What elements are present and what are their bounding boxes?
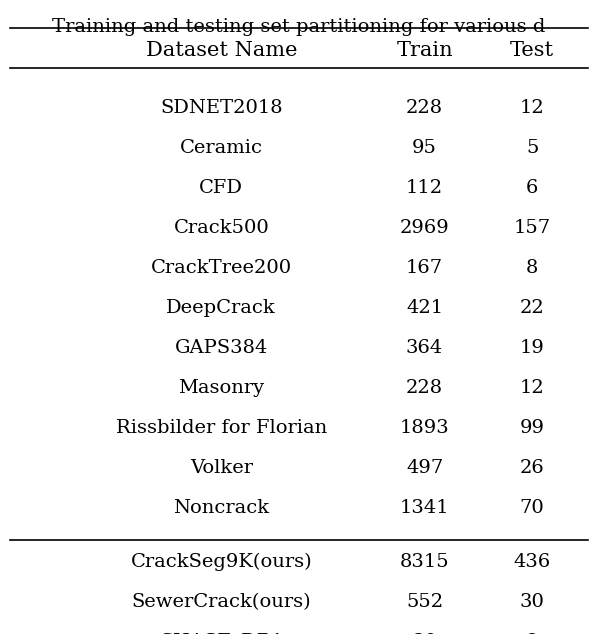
Text: 20: 20	[412, 633, 437, 634]
Text: 552: 552	[406, 593, 443, 611]
Text: SewerCrack(ours): SewerCrack(ours)	[132, 593, 311, 611]
Text: 95: 95	[412, 139, 437, 157]
Text: Masonry: Masonry	[178, 379, 264, 397]
Text: 2969: 2969	[399, 219, 450, 237]
Text: Crack500: Crack500	[173, 219, 269, 237]
Text: Training and testing set partitioning for various d: Training and testing set partitioning fo…	[52, 18, 546, 36]
Text: Train: Train	[396, 41, 453, 60]
Text: 12: 12	[520, 379, 545, 397]
Text: 8315: 8315	[400, 553, 449, 571]
Text: 99: 99	[520, 419, 545, 437]
Text: 497: 497	[406, 459, 443, 477]
Text: CrackSeg9K(ours): CrackSeg9K(ours)	[130, 553, 312, 571]
Text: 157: 157	[514, 219, 551, 237]
Text: Test: Test	[510, 41, 554, 60]
Text: CrackTree200: CrackTree200	[151, 259, 292, 277]
Text: Rissbilder for Florian: Rissbilder for Florian	[115, 419, 327, 437]
Text: 436: 436	[514, 553, 551, 571]
Text: Dataset Name: Dataset Name	[145, 41, 297, 60]
Text: 167: 167	[406, 259, 443, 277]
Text: 6: 6	[526, 179, 538, 197]
Text: 8: 8	[526, 259, 538, 277]
Text: 228: 228	[406, 379, 443, 397]
Text: 1341: 1341	[400, 499, 449, 517]
Text: 30: 30	[520, 593, 545, 611]
Text: 26: 26	[520, 459, 545, 477]
Text: Volker: Volker	[190, 459, 253, 477]
Text: 5: 5	[526, 139, 538, 157]
Text: CHASE_DB1: CHASE_DB1	[158, 633, 284, 634]
Text: CFD: CFD	[199, 179, 243, 197]
Text: 19: 19	[520, 339, 545, 357]
Text: DeepCrack: DeepCrack	[166, 299, 276, 317]
Text: 112: 112	[406, 179, 443, 197]
Text: 364: 364	[406, 339, 443, 357]
Text: SDNET2018: SDNET2018	[160, 99, 283, 117]
Text: 1893: 1893	[399, 419, 450, 437]
Text: 421: 421	[406, 299, 443, 317]
Text: 22: 22	[520, 299, 545, 317]
Text: Ceramic: Ceramic	[180, 139, 263, 157]
Text: 70: 70	[520, 499, 545, 517]
Text: Noncrack: Noncrack	[173, 499, 269, 517]
Text: GAPS384: GAPS384	[175, 339, 268, 357]
Text: 8: 8	[526, 633, 538, 634]
Text: 12: 12	[520, 99, 545, 117]
Text: 228: 228	[406, 99, 443, 117]
